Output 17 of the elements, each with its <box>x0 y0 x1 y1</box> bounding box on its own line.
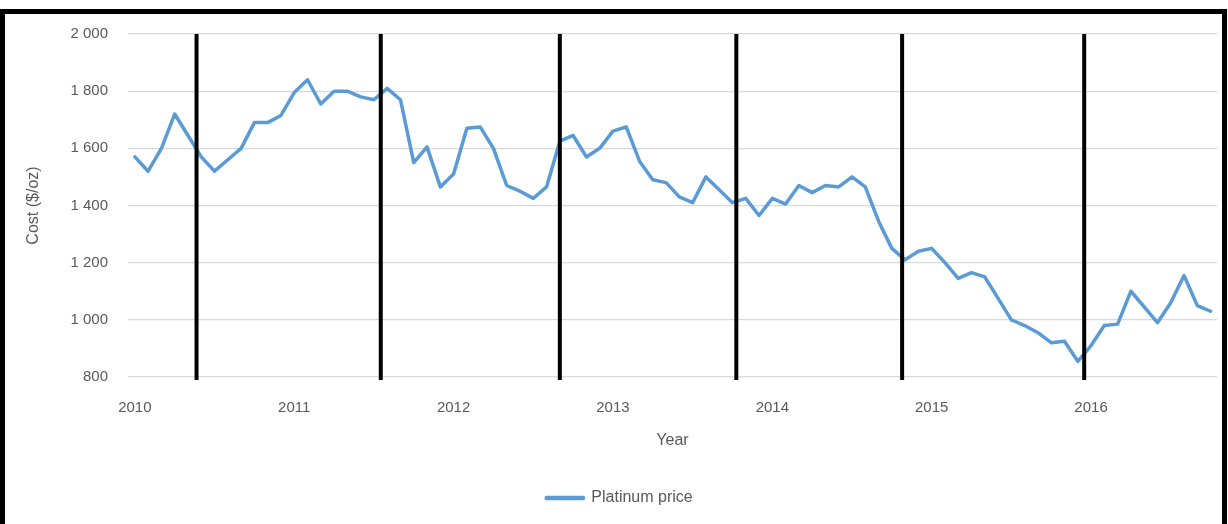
x-axis-title: Year <box>656 430 690 448</box>
y-tick-label: 1 200 <box>70 252 108 270</box>
y-tick-label: 1 400 <box>70 195 108 213</box>
y-tick-label: 800 <box>82 367 108 385</box>
y-axis-title: Cost ($/oz) <box>24 166 42 245</box>
x-tick-label: 2015 <box>915 398 949 416</box>
x-tick-label: 2016 <box>1074 398 1108 416</box>
x-tick-label: 2014 <box>755 398 790 416</box>
x-tick-label: 2011 <box>278 398 311 416</box>
x-tick-label: 2013 <box>596 398 630 416</box>
y-tick-label: 1 800 <box>70 81 108 99</box>
legend-label: Platinum price <box>591 488 693 506</box>
y-tick-label: 1 600 <box>70 138 108 156</box>
y-tick-label: 1 000 <box>70 309 108 327</box>
y-tick-label: 2 000 <box>70 24 108 42</box>
x-tick-label: 2010 <box>118 398 152 416</box>
x-tick-label: 2012 <box>436 398 471 416</box>
